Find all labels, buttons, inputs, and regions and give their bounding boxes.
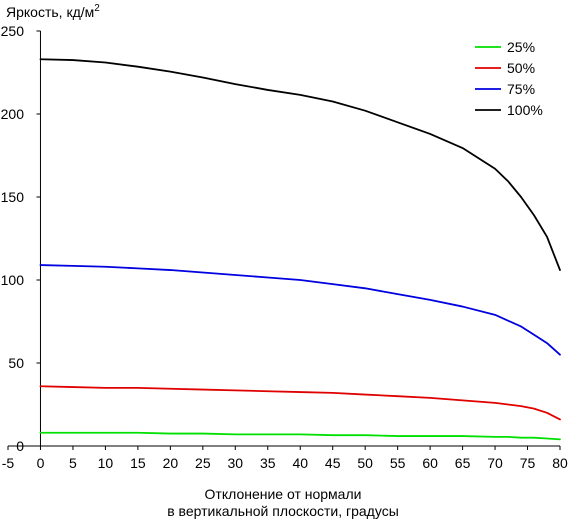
y-tick-label: 50 — [8, 355, 24, 371]
x-tick-label: 75 — [520, 455, 536, 471]
x-tick-label: 15 — [130, 455, 146, 471]
x-tick-label: 35 — [260, 455, 276, 471]
x-tick-label: 50 — [357, 455, 373, 471]
x-tick-label: 20 — [163, 455, 179, 471]
x-tick-label: 80 — [552, 455, 568, 471]
x-axis-title-line2: в вертикальной плоскости, градусы — [167, 503, 399, 519]
legend-label: 25% — [507, 39, 535, 55]
series-line-100pct — [39, 58, 561, 271]
x-tick-label: 25 — [195, 455, 211, 471]
y-tick-label: 0 — [16, 438, 24, 454]
series-lines — [39, 58, 561, 441]
x-tick-label: 10 — [98, 455, 114, 471]
series-line-50pct — [39, 385, 561, 421]
x-tick-label: 60 — [422, 455, 438, 471]
legend: 25% 50% 75% 100% — [475, 39, 543, 118]
x-tick-label: 70 — [487, 455, 503, 471]
x-tick-label: 30 — [228, 455, 244, 471]
x-tick-label: 55 — [390, 455, 406, 471]
legend-label: 100% — [507, 102, 543, 118]
x-tick-label: -5 — [2, 455, 15, 471]
legend-label: 75% — [507, 81, 535, 97]
series-line-25pct — [39, 431, 561, 441]
y-tick-label: 150 — [1, 189, 25, 205]
y-tick-label: 250 — [1, 23, 25, 39]
x-tick-label: 65 — [455, 455, 471, 471]
y-tick-label: 100 — [1, 272, 25, 288]
y-tick-label: 200 — [1, 106, 25, 122]
series-line-75pct — [39, 264, 561, 356]
x-tick-label: 45 — [325, 455, 341, 471]
x-tick-label: 5 — [69, 455, 77, 471]
legend-label: 50% — [507, 60, 535, 76]
x-tick-label: 40 — [292, 455, 308, 471]
y-axis-title: Яркость, кд/м2 — [6, 3, 100, 20]
x-axis-title-line1: Отклонение от нормали — [205, 486, 362, 502]
x-tick-label: 0 — [37, 455, 45, 471]
